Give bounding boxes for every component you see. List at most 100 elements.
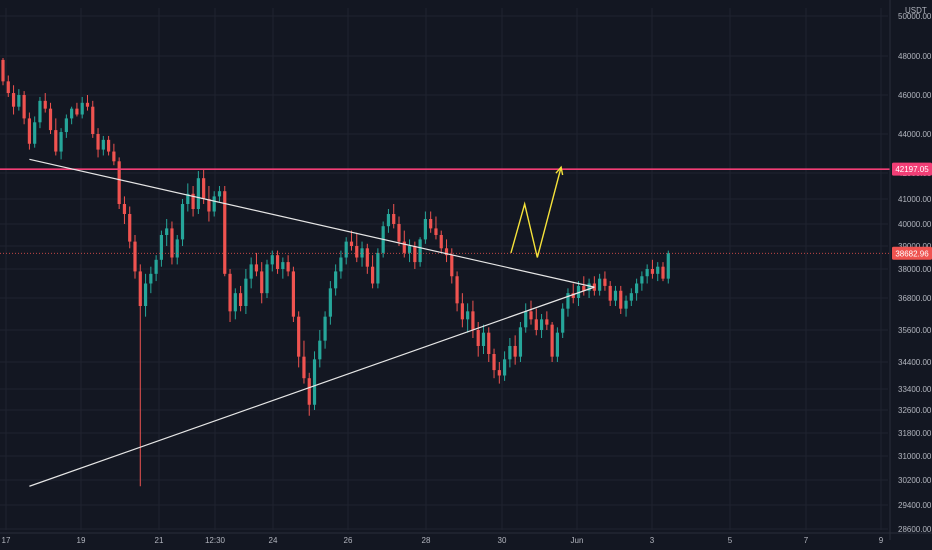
candle: [22, 91, 26, 125]
candle-body: [70, 108, 74, 119]
candle: [471, 300, 475, 338]
candle-body: [666, 253, 670, 279]
candle: [254, 252, 259, 277]
candle-body: [312, 359, 317, 405]
candle: [196, 171, 200, 214]
candle: [566, 288, 570, 317]
candle-body: [619, 290, 623, 309]
candle-body: [534, 319, 538, 330]
candle-body: [154, 259, 158, 274]
candle-body: [598, 278, 602, 291]
candle: [450, 248, 454, 284]
price-tick-label: 39000.00: [898, 242, 932, 251]
candle: [666, 250, 670, 284]
candle-body: [402, 241, 406, 253]
candle: [550, 322, 554, 362]
candle-body: [629, 293, 633, 301]
candle: [112, 143, 116, 166]
candle-body: [159, 235, 163, 260]
candle-body: [492, 354, 496, 371]
candle: [561, 303, 565, 338]
candle-body: [355, 246, 359, 258]
candle-body: [17, 95, 21, 107]
candle-body: [38, 100, 42, 123]
candle-body: [249, 264, 253, 279]
candle: [217, 186, 222, 202]
candle: [386, 209, 391, 233]
candle: [249, 257, 253, 289]
candle: [407, 239, 412, 263]
candle: [54, 118, 58, 156]
candle: [656, 262, 660, 282]
candle: [175, 235, 179, 265]
candle-body: [423, 219, 427, 240]
price-tick-label: 41000.00: [898, 195, 932, 204]
time-axis[interactable]: 17 19 21 12:30 24 26 28 30 Jun 3 5 7 9: [0, 532, 932, 545]
price-axis[interactable]: 50000.0048000.0046000.0044000.0042000.00…: [889, 0, 932, 540]
candle-body: [107, 139, 111, 152]
candle: [334, 264, 338, 296]
candle: [286, 255, 290, 277]
price-tag-label: 42197.05: [895, 165, 929, 174]
candle: [312, 351, 317, 410]
time-tick-label: 3: [650, 536, 655, 545]
candle-body: [217, 191, 222, 197]
candle: [582, 276, 586, 296]
candle-body: [75, 108, 79, 115]
projection-arrowhead: [555, 165, 564, 176]
candle-body: [48, 108, 53, 131]
candle: [275, 250, 280, 274]
candle: [392, 204, 396, 229]
candle-body: [43, 100, 47, 109]
candle-body: [281, 262, 285, 269]
candle-body: [349, 241, 354, 246]
candle: [508, 338, 512, 368]
candle: [619, 285, 623, 314]
candle-body: [254, 264, 259, 272]
candle-body: [539, 319, 544, 330]
candle: [165, 219, 169, 246]
candles-layer: [1, 57, 670, 487]
candle-body: [487, 332, 491, 354]
candle-body: [360, 248, 364, 258]
candle: [233, 288, 237, 320]
candle: [228, 269, 232, 322]
candle: [159, 230, 163, 267]
price-tags: 42197.05 38682.96: [892, 162, 932, 260]
candle: [355, 232, 359, 263]
candle-body: [481, 332, 486, 346]
candle: [635, 278, 639, 301]
candle-body: [233, 293, 237, 312]
candle-body: [460, 303, 464, 320]
candle-body: [392, 214, 396, 224]
candle-body: [576, 285, 581, 298]
candle-body: [101, 139, 105, 150]
time-tick-label: 21: [155, 536, 164, 545]
candle-body: [434, 228, 438, 235]
candle-body: [650, 269, 655, 274]
time-tick-label: 24: [269, 536, 278, 545]
candle: [603, 271, 607, 291]
price-tick-label: 34400.00: [898, 358, 932, 367]
candle: [661, 262, 665, 282]
candle-body: [223, 191, 227, 274]
candle: [529, 300, 533, 325]
candle-body: [518, 327, 523, 357]
candle-body: [550, 324, 554, 357]
price-tick-label: 50000.00: [898, 12, 932, 21]
candle: [38, 96, 42, 129]
candle-body: [244, 278, 248, 306]
candle-body: [386, 214, 391, 227]
candle: [608, 281, 612, 306]
candle-body: [239, 293, 243, 306]
candle-body: [582, 285, 586, 291]
candle-body: [149, 273, 153, 284]
candle-body: [344, 241, 348, 258]
candle: [180, 199, 185, 246]
candle: [270, 250, 274, 272]
candle: [244, 269, 248, 314]
candle: [33, 116, 37, 148]
time-tick-label: 9: [879, 536, 884, 545]
candle: [170, 221, 174, 265]
